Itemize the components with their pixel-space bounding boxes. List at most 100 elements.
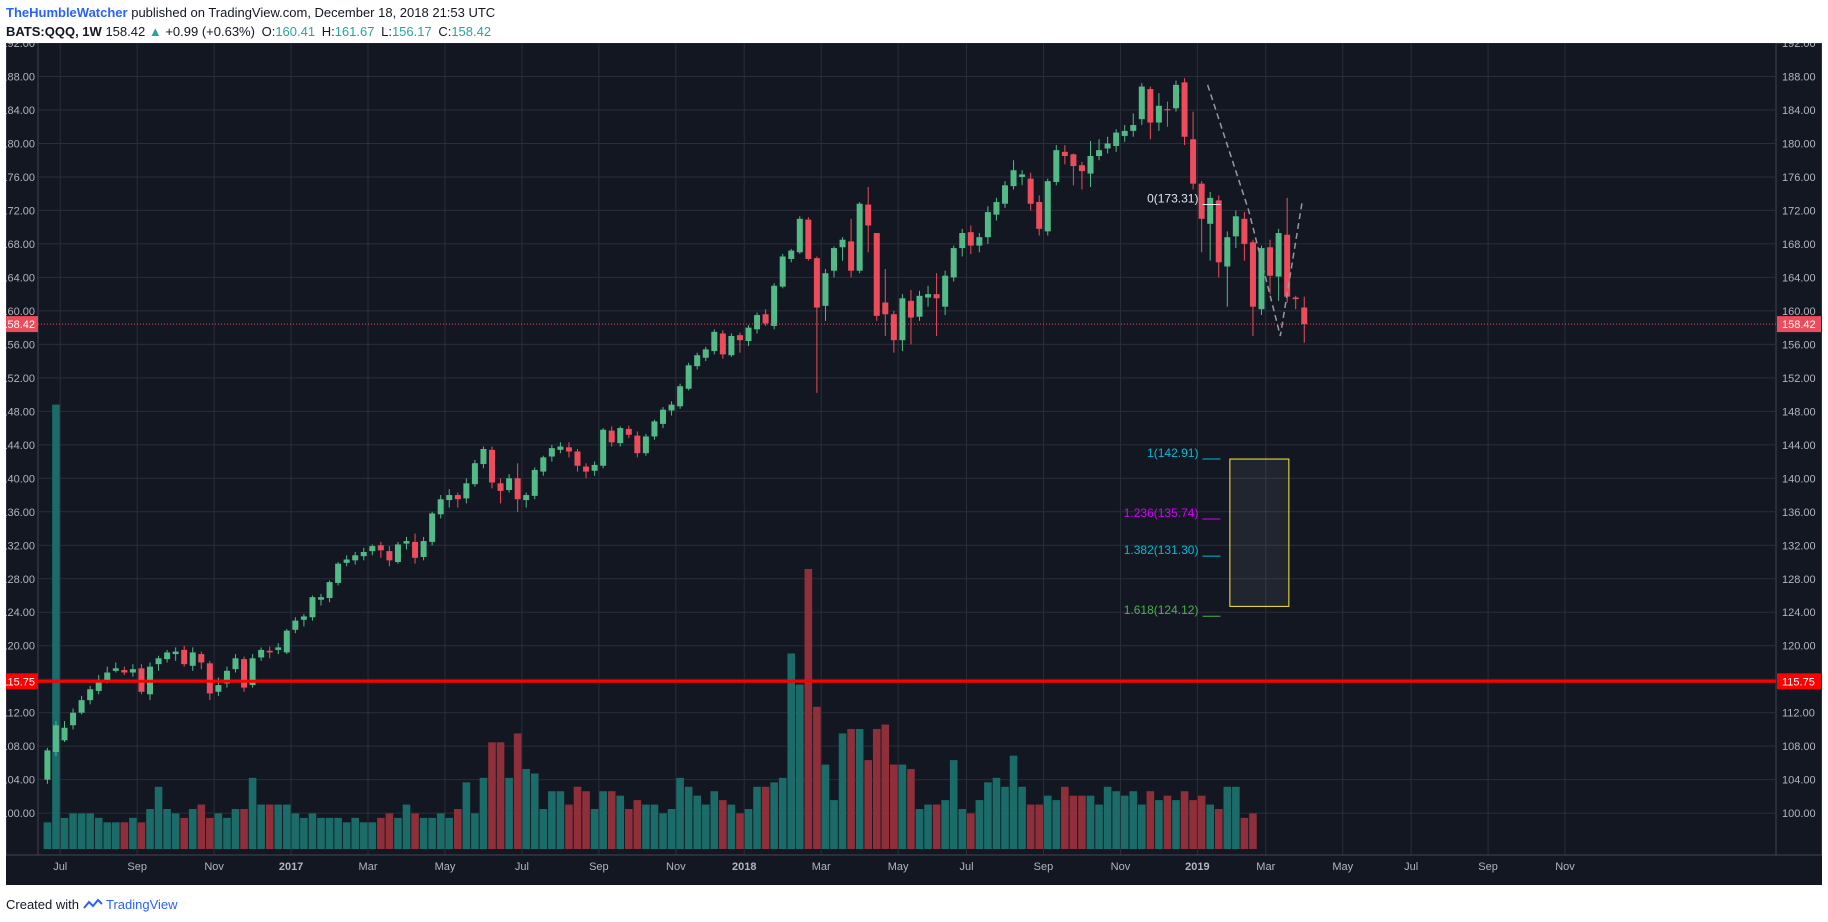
volume-bar — [1214, 809, 1223, 849]
candle-body — [155, 658, 162, 665]
candle-body — [907, 300, 914, 318]
right-y-tick-label: 152.00 — [1782, 373, 1816, 385]
volume-bar — [248, 777, 257, 849]
x-tick-label: May — [1332, 861, 1353, 873]
candle-body — [1121, 130, 1128, 136]
candle — [241, 656, 248, 692]
candle — [326, 580, 333, 603]
candle — [754, 312, 761, 334]
volume-bar — [103, 822, 112, 849]
right-y-tick-label: 124.00 — [1782, 607, 1816, 619]
candle — [1249, 239, 1256, 336]
left-y-tick-label: 104.00 — [6, 775, 35, 787]
x-tick-label: Mar — [812, 861, 831, 873]
candle-body — [984, 212, 991, 238]
right-y-tick-label: 108.00 — [1782, 741, 1816, 753]
volume-bar — [1240, 817, 1249, 849]
support-price-label-right-bg — [1777, 673, 1821, 690]
volume-bar — [548, 791, 556, 849]
candle — [916, 290, 923, 321]
volume-bar — [522, 769, 530, 849]
x-tick-label: Jul — [53, 861, 67, 873]
candle — [343, 555, 350, 567]
candle-body — [942, 275, 949, 307]
fib-levels: 0(173.31) 1(142.91) 1.236(135.74) 1.382(131… — [1124, 191, 1221, 617]
candle-body — [933, 294, 940, 299]
tradingview-brand-link[interactable]: TradingView — [106, 897, 178, 912]
right-y-tick-label: 172.00 — [1782, 205, 1816, 217]
candle — [78, 695, 85, 715]
candle-body — [702, 349, 709, 358]
candle — [129, 664, 136, 677]
candle — [1215, 195, 1222, 278]
candle-body — [1284, 234, 1291, 297]
volume-bar — [1180, 791, 1189, 849]
volume-bar — [1035, 804, 1043, 849]
volume-bar — [565, 804, 573, 849]
target-box — [1229, 458, 1290, 607]
candle-body — [129, 669, 136, 673]
left-y-tick-label: 160.00 — [6, 306, 35, 318]
candle-body — [685, 365, 692, 389]
candle — [822, 269, 829, 321]
high-label: H: — [321, 24, 335, 39]
candle — [523, 492, 530, 508]
candle-body — [736, 335, 743, 341]
volume-bar — [744, 809, 753, 849]
volume-bar — [1009, 755, 1018, 849]
volume-bar — [411, 813, 419, 849]
candle-body — [1173, 84, 1179, 109]
x-tick-label: 2019 — [1185, 861, 1209, 873]
candle-body — [856, 203, 863, 271]
candle-body — [437, 499, 444, 515]
left-y-tick-label: 148.00 — [6, 406, 35, 418]
candle — [1284, 197, 1291, 303]
candle-body — [87, 689, 94, 701]
candle — [625, 425, 632, 439]
last-price-label-right-bg — [1777, 316, 1821, 333]
publish-line: TheHumbleWatcher published on TradingVie… — [6, 3, 1806, 22]
candle — [950, 245, 957, 282]
candle-body — [642, 436, 649, 454]
candle — [369, 544, 376, 556]
candle-body — [745, 327, 752, 342]
volume-bar — [1061, 786, 1069, 849]
volume-bar — [1163, 795, 1172, 849]
author-link[interactable]: TheHumbleWatcher — [6, 5, 128, 20]
candle — [1164, 101, 1171, 127]
symbol-line: BATS:QQQ, 1W 158.42 ▲ +0.99 (+0.63%) O:1… — [6, 22, 1806, 41]
candle — [890, 310, 897, 353]
volume-bar — [86, 813, 94, 849]
candle-body — [44, 750, 51, 780]
candle-body — [762, 314, 769, 324]
candle — [959, 228, 966, 257]
right-y-tick-label: 128.00 — [1782, 574, 1816, 586]
volume-bar — [573, 786, 582, 849]
candle-body — [394, 544, 401, 563]
candle-body — [1044, 181, 1051, 232]
candle — [617, 426, 624, 447]
volume-bar — [898, 764, 907, 849]
candle-body — [574, 451, 581, 466]
candle — [531, 467, 538, 500]
volume-bar — [539, 809, 548, 849]
candle-body — [796, 218, 803, 253]
candle — [976, 233, 983, 253]
candle-body — [634, 435, 641, 454]
candle — [839, 237, 846, 261]
x-tick-label: May — [435, 861, 456, 873]
right-y-tick-label: 112.00 — [1782, 708, 1815, 720]
candle-body — [121, 669, 128, 673]
left-y-tick-label: 188.00 — [6, 71, 35, 83]
x-tick-label: Mar — [359, 861, 378, 873]
fib-level-label: 1(142.91) — [1147, 446, 1198, 460]
left-y-tick-label: 112.00 — [6, 708, 35, 720]
candle — [848, 218, 855, 278]
x-tick-label: Jul — [515, 861, 529, 873]
price-chart[interactable]: 100.00 100.00 104.00 104.00 108.00 108.00 112.… — [6, 43, 1822, 885]
candle — [651, 419, 658, 440]
candle — [1292, 295, 1299, 310]
candle — [318, 593, 324, 606]
last-price-label-left-bg — [6, 316, 38, 333]
right-y-tick-label: 176.00 — [1782, 172, 1816, 184]
